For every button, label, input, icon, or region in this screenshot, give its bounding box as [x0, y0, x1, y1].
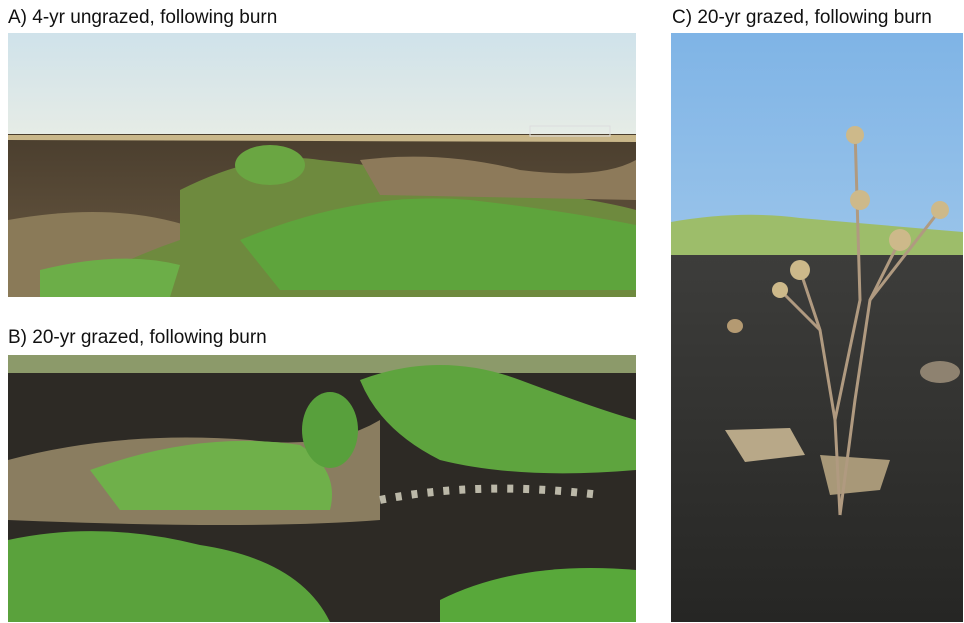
- photo-a: [8, 33, 636, 297]
- panel-label: C) 20-yr grazed, following burn: [672, 7, 932, 28]
- panel-label: B) 20-yr grazed, following burn: [8, 327, 267, 348]
- photo-c: [671, 33, 963, 622]
- panel-label: A) 4-yr ungrazed, following burn: [8, 7, 277, 28]
- photo-b: [8, 355, 636, 622]
